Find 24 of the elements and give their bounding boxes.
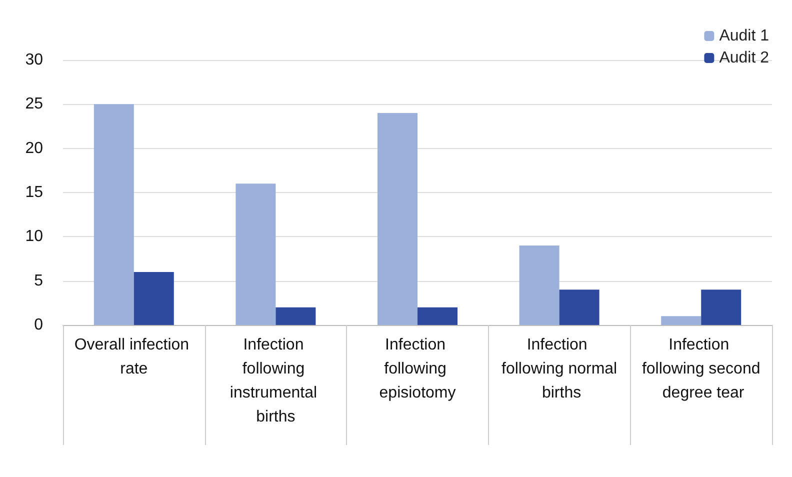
bar <box>236 184 276 325</box>
bar <box>559 290 600 325</box>
y-tick-label: 5 <box>34 272 44 290</box>
x-tick-label: Overall infection rate <box>74 336 194 378</box>
bar <box>134 272 174 325</box>
y-tick-label: 15 <box>25 184 44 201</box>
y-tick-label: 20 <box>25 140 44 157</box>
y-tick-label: 25 <box>25 96 44 113</box>
bar <box>701 290 742 325</box>
legend-label: Audit 2 <box>719 50 770 66</box>
x-tick-label: Infection following episiotomy <box>379 336 456 402</box>
x-tick-label: Infection following second degree tear <box>642 336 760 402</box>
bar <box>661 316 702 325</box>
x-tick-label: Infection following instrumental births <box>230 336 322 426</box>
x-tick-label: Infection following normal births <box>501 336 618 402</box>
bar <box>378 113 418 325</box>
y-tick-label: 10 <box>25 228 44 246</box>
y-tick-label: 30 <box>25 52 44 68</box>
bar <box>519 246 560 325</box>
legend-label: Audit 1 <box>719 28 770 44</box>
bar <box>418 307 458 325</box>
bar <box>94 104 134 325</box>
y-tick-label: 0 <box>34 316 44 334</box>
bar <box>276 307 316 325</box>
